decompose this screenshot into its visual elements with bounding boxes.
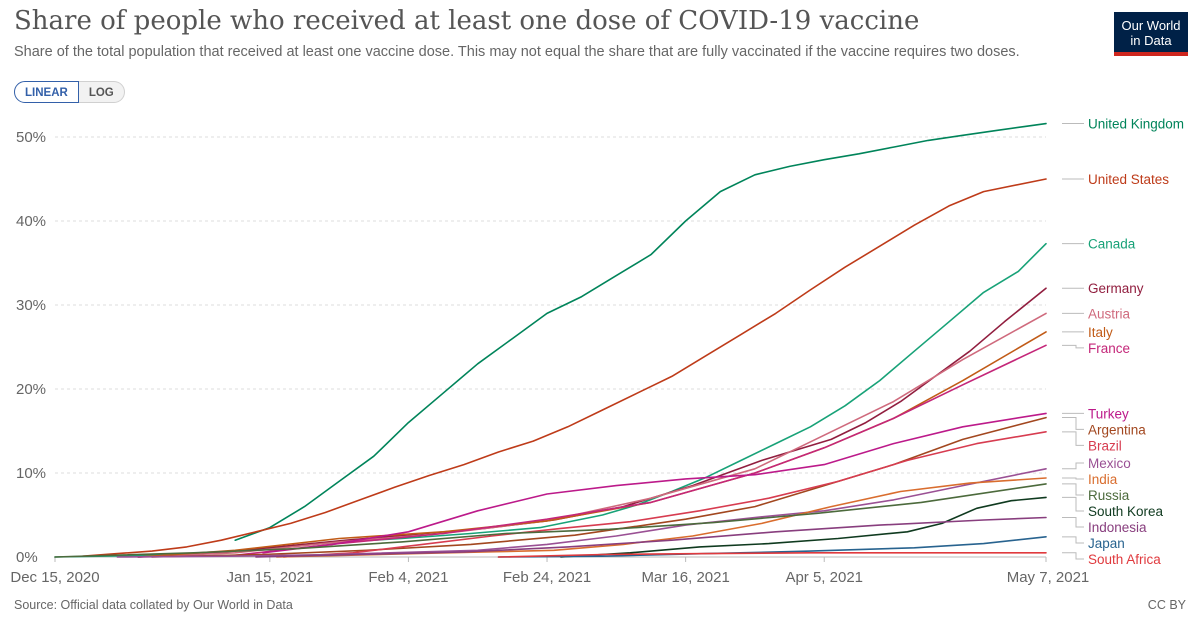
- series-label: United States: [1088, 172, 1169, 187]
- x-tick-label: Feb 24, 2021: [503, 569, 591, 586]
- y-tick-label: 10%: [16, 465, 46, 482]
- license-note[interactable]: CC BY: [1147, 598, 1186, 612]
- series-label: Turkey: [1088, 406, 1129, 421]
- x-tick-label: Feb 4, 2021: [368, 569, 448, 586]
- series-label: Germany: [1088, 281, 1144, 296]
- series-label: Brazil: [1088, 438, 1122, 453]
- legend-connector: [1062, 431, 1084, 446]
- y-tick-label: 0%: [16, 549, 38, 566]
- series-line-austria: [137, 312, 1047, 558]
- y-tick-label: 40%: [16, 213, 46, 230]
- series-label: United Kingdom: [1088, 117, 1184, 132]
- y-tick-label: 30%: [16, 297, 46, 314]
- legend-connector: [1062, 477, 1084, 480]
- series-line-south-africa: [497, 552, 1047, 558]
- x-tick-label: Dec 15, 2020: [10, 569, 99, 586]
- series-line-japan: [497, 536, 1047, 558]
- series-line-argentina: [151, 416, 1047, 558]
- series-line-united-kingdom: [234, 122, 1047, 541]
- legend-connector: [1062, 344, 1084, 349]
- line-chart: 0% 10% 20% 30% 40% 50% Dec 15, 2020 Jan 15, 202…: [10, 117, 1184, 586]
- series-line-indonesia: [255, 516, 1047, 558]
- chart-title: Share of people who received at least on…: [14, 6, 920, 36]
- scale-toggle: LINEAR LOG: [14, 81, 125, 103]
- series-label: Austria: [1088, 306, 1131, 321]
- series-line-turkey: [262, 412, 1047, 554]
- x-tick-label: May 7, 2021: [1007, 569, 1090, 586]
- series-line-united-states: [81, 178, 1047, 557]
- source-note: Source: Official data collated by Our Wo…: [14, 598, 293, 612]
- legend-connector: [1062, 517, 1084, 528]
- series-label: France: [1088, 341, 1130, 356]
- linear-scale-button[interactable]: LINEAR: [14, 81, 79, 103]
- legend-connector: [1062, 552, 1084, 560]
- x-tick-label: Mar 16, 2021: [641, 569, 729, 586]
- series-label: Italy: [1088, 325, 1113, 340]
- legend-connector: [1062, 462, 1084, 470]
- series-label: India: [1088, 472, 1118, 487]
- legend-connector: [1062, 536, 1084, 544]
- y-tick-label: 20%: [16, 381, 46, 398]
- series-label: Indonesia: [1088, 520, 1147, 535]
- series-line-south-korea: [560, 496, 1047, 558]
- chart-subtitle: Share of the total population that recei…: [14, 44, 1020, 60]
- series-label: Russia: [1088, 488, 1130, 503]
- legend-connector: [1062, 496, 1084, 512]
- legend-connector: [1062, 417, 1084, 430]
- series-line-brazil: [282, 431, 1047, 558]
- logo-line-2: in Data: [1130, 33, 1172, 48]
- owid-logo[interactable]: Our World in Data: [1114, 12, 1188, 56]
- series-label: Argentina: [1088, 422, 1146, 437]
- legend-connector: [1062, 483, 1084, 496]
- series-label: South Africa: [1088, 552, 1161, 567]
- series-label: South Korea: [1088, 504, 1164, 519]
- series-line-canada: [54, 242, 1047, 558]
- series-line-russia: [54, 483, 1047, 558]
- x-tick-label: Apr 5, 2021: [785, 569, 863, 586]
- series-label: Mexico: [1088, 456, 1131, 471]
- series-label: Canada: [1088, 237, 1136, 252]
- logo-line-1: Our World: [1121, 18, 1181, 33]
- log-scale-button[interactable]: LOG: [78, 81, 125, 103]
- x-tick-label: Jan 15, 2021: [226, 569, 313, 586]
- series-label: Japan: [1088, 536, 1125, 551]
- y-tick-label: 50%: [16, 129, 46, 146]
